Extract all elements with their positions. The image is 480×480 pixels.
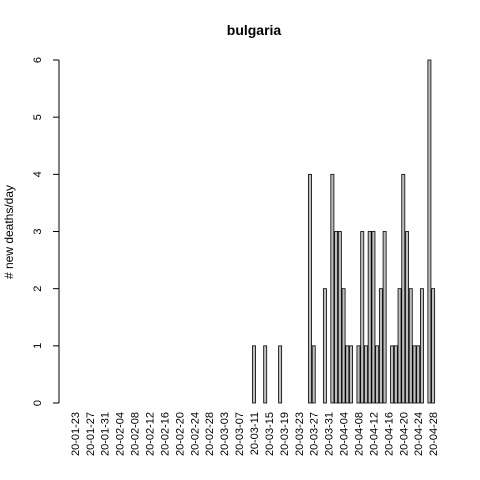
- bar: [279, 346, 282, 403]
- bar: [405, 232, 408, 404]
- bar: [308, 174, 311, 403]
- y-tick-label: 4: [32, 171, 44, 177]
- bar: [398, 289, 401, 403]
- y-tick-label: 5: [32, 114, 44, 120]
- bar: [391, 346, 394, 403]
- bar: [409, 289, 412, 403]
- x-tick-label: 20-02-04: [115, 412, 127, 456]
- bar: [372, 232, 375, 404]
- bar: [364, 346, 367, 403]
- bar: [413, 346, 416, 403]
- bar: [252, 346, 255, 403]
- x-tick-label: 20-03-03: [219, 412, 231, 456]
- bar: [312, 346, 315, 403]
- bar: [417, 346, 420, 403]
- x-tick-label: 20-03-23: [294, 412, 306, 456]
- y-tick-label: 3: [32, 228, 44, 234]
- bar: [376, 346, 379, 403]
- x-tick-label: 20-02-20: [174, 412, 186, 456]
- bar: [428, 60, 431, 403]
- x-tick-label: 20-04-12: [368, 412, 380, 456]
- x-tick-label: 20-02-12: [145, 412, 157, 456]
- bar: [331, 174, 334, 403]
- x-tick-label: 20-04-24: [413, 412, 425, 456]
- x-tick-label: 20-04-04: [339, 412, 351, 456]
- bars: [252, 60, 434, 403]
- y-tick-label: 0: [32, 400, 44, 406]
- x-tick-label: 20-02-24: [189, 412, 201, 456]
- x-tick-label: 20-02-28: [204, 412, 216, 456]
- bar: [361, 232, 364, 404]
- x-tick-label: 20-03-27: [309, 412, 321, 456]
- bar: [420, 289, 423, 403]
- x-tick-label: 20-03-31: [324, 412, 336, 456]
- x-tick-label: 20-03-07: [234, 412, 246, 456]
- bar: [342, 289, 345, 403]
- x-tick-label: 20-04-28: [428, 412, 440, 456]
- x-tick-label: 20-03-19: [279, 412, 291, 456]
- bar: [338, 232, 341, 404]
- y-tick-label: 2: [32, 286, 44, 292]
- x-tick-label: 20-01-27: [85, 412, 97, 456]
- x-tick-label: 20-01-31: [100, 412, 112, 456]
- y-tick-label: 6: [32, 57, 44, 63]
- x-axis: 20-01-23 20-01-27 20-01-31 20-02-04 20-02-08…: [70, 412, 440, 456]
- y-tick-label: 1: [32, 343, 44, 349]
- x-tick-label: 20-01-23: [70, 412, 82, 456]
- x-tick-label: 20-02-16: [159, 412, 171, 456]
- x-tick-label: 20-04-20: [398, 412, 410, 456]
- y-axis: 0 1 2 3 4 5 6: [32, 57, 59, 406]
- x-tick-label: 20-04-16: [383, 412, 395, 456]
- bar: [357, 346, 360, 403]
- bar: [264, 346, 267, 403]
- x-tick-label: 20-04-08: [353, 412, 365, 456]
- bar: [350, 346, 353, 403]
- bar: [402, 174, 405, 403]
- chart-title: bulgaria: [227, 22, 282, 38]
- bar: [432, 289, 435, 403]
- bar: [394, 346, 397, 403]
- bar: [368, 232, 371, 404]
- bar: [383, 232, 386, 404]
- y-axis-label: # new deaths/day: [2, 185, 16, 279]
- bar: [335, 232, 338, 404]
- x-tick-label: 20-03-11: [249, 412, 261, 455]
- x-tick-label: 20-03-15: [264, 412, 276, 456]
- bar: [323, 289, 326, 403]
- x-tick-label: 20-02-08: [130, 412, 142, 456]
- bar: [346, 346, 349, 403]
- bar: [379, 289, 382, 403]
